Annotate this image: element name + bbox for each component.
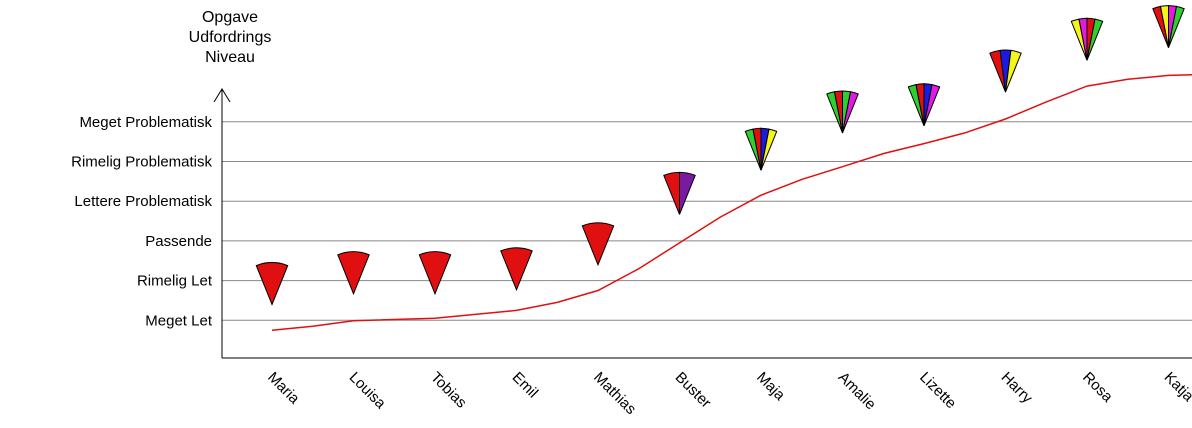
marker-wedge	[842, 91, 859, 134]
student-marker	[255, 262, 289, 306]
student-marker	[418, 251, 452, 296]
marker-wedge	[1168, 5, 1185, 48]
student-marker	[500, 247, 533, 292]
x-category-label: Maja	[753, 369, 788, 404]
x-category-label: Tobias	[427, 369, 470, 412]
x-category-label: Amalie	[835, 369, 879, 413]
y-level-label: Rimelig Let	[137, 273, 213, 290]
y-level-label: Rimelig Problematisk	[71, 154, 212, 171]
x-category-label: Lizette	[916, 369, 959, 412]
y-axis-arrow	[213, 88, 231, 103]
x-category-label: Emil	[509, 369, 542, 402]
y-axis-title-line-2: Udfordrings	[188, 29, 272, 46]
y-level-label: Passende	[145, 233, 212, 250]
y-axis-level-labels: Meget Let Rimelig Let Passende Lettere Prob…	[71, 114, 213, 329]
student-markers	[255, 5, 1185, 306]
axes	[213, 88, 1192, 359]
student-marker	[1070, 17, 1104, 61]
marker-wedge	[337, 251, 370, 296]
student-marker	[907, 83, 941, 127]
marker-wedge	[923, 84, 941, 127]
student-marker	[581, 222, 615, 267]
y-level-label: Meget Problematisk	[79, 114, 212, 131]
y-axis-title-line-3: Niveau	[205, 49, 255, 66]
marker-wedge	[663, 171, 680, 215]
marker-wedge	[1005, 49, 1022, 93]
x-category-label: Louisa	[346, 369, 390, 413]
x-category-label: Maria	[264, 369, 303, 408]
marker-wedge	[760, 128, 778, 171]
marker-wedge	[581, 222, 615, 267]
marker-wedge	[500, 247, 533, 292]
x-category-label: Buster	[672, 369, 715, 412]
student-marker	[989, 49, 1022, 93]
grid-lines	[222, 121, 1192, 321]
student-marker	[826, 90, 859, 134]
x-axis-name-labels: Maria Louisa Tobias Emil Mathias Buster Maja Am…	[264, 369, 1192, 418]
x-category-label: Rosa	[1079, 369, 1116, 406]
y-axis-title-line-1: Opgave	[201, 9, 259, 26]
student-marker	[337, 251, 370, 296]
difficulty-curve	[271, 73, 1192, 331]
x-category-label: Katja	[1161, 369, 1192, 406]
student-marker	[1152, 5, 1185, 48]
marker-wedge	[1086, 18, 1104, 61]
marker-wedge	[418, 251, 452, 296]
student-marker	[663, 171, 696, 215]
y-level-label: Meget Let	[145, 312, 213, 329]
y-level-label: Lettere Problematisk	[74, 193, 212, 210]
marker-wedge	[679, 171, 696, 215]
marker-wedge	[255, 262, 289, 306]
x-category-label: Mathias	[590, 369, 639, 418]
student-marker	[744, 127, 778, 171]
x-category-label: Harry	[998, 369, 1036, 407]
